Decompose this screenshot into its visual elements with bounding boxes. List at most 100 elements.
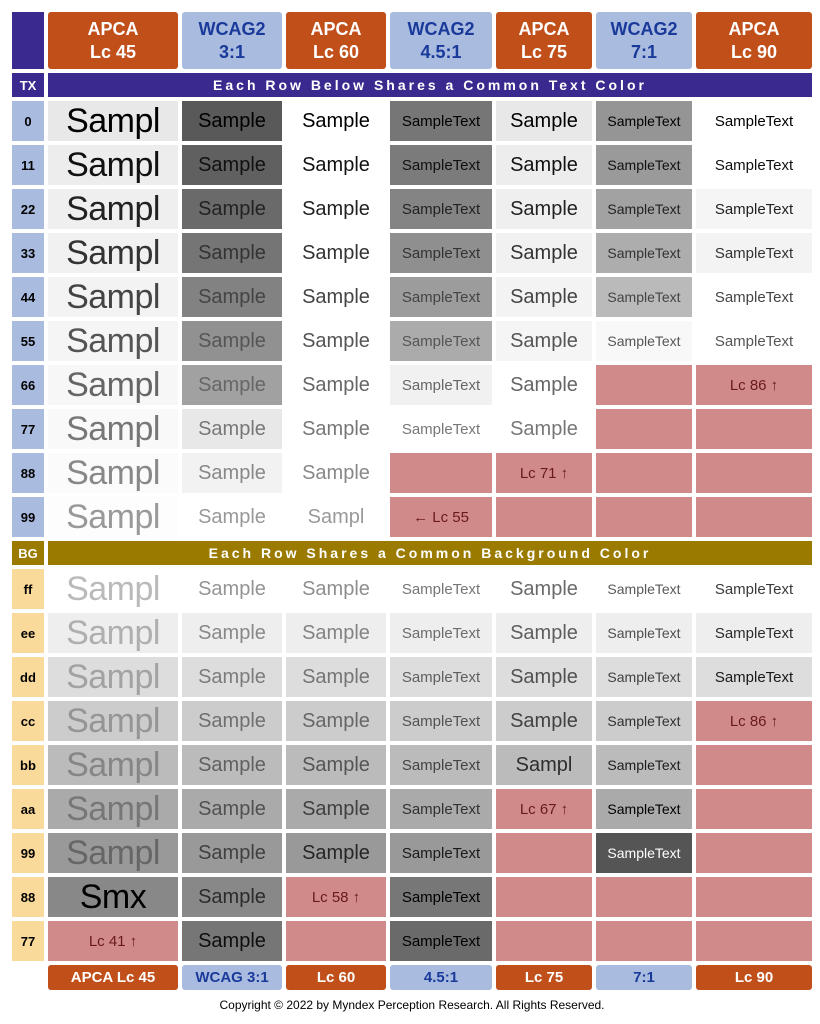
sample-cell: Sample <box>286 365 386 405</box>
col-header-l2: 4.5:1 <box>390 41 492 64</box>
sample-cell: Sampl <box>48 657 178 697</box>
sample-cell: Sample <box>286 189 386 229</box>
fail-cell <box>596 409 692 449</box>
header-corner <box>12 12 44 69</box>
col-header-1: WCAG23:1 <box>182 12 282 69</box>
sample-cell: SampleText <box>390 789 492 829</box>
sample-cell: Sample <box>182 365 282 405</box>
tx-banner-text: Each Row Below Shares a Common Text Colo… <box>48 73 812 97</box>
sample-cell: SampleText <box>390 189 492 229</box>
footer-col-3: 4.5:1 <box>390 965 492 990</box>
sample-cell: SampleText <box>390 657 492 697</box>
sample-cell: Sampl <box>48 833 178 873</box>
col-header-l1: WCAG2 <box>390 18 492 41</box>
col-header-0: APCALc 45 <box>48 12 178 69</box>
sample-cell: Sample <box>496 365 592 405</box>
sample-cell: Sample <box>182 277 282 317</box>
tx-row-label: 77 <box>12 409 44 449</box>
bg-row-label: bb <box>12 745 44 785</box>
sample-cell: Sample <box>182 233 282 273</box>
bg-row-label: 77 <box>12 921 44 961</box>
sample-cell: Sample <box>182 877 282 917</box>
sample-cell: SampleText <box>390 877 492 917</box>
col-header-6: APCALc 90 <box>696 12 812 69</box>
sample-cell: SampleText <box>696 233 812 273</box>
fail-cell <box>696 409 812 449</box>
footer-col-1: WCAG 3:1 <box>182 965 282 990</box>
tx-row-label: 11 <box>12 145 44 185</box>
col-header-l2: Lc 90 <box>696 41 812 64</box>
tx-row-label: 33 <box>12 233 44 273</box>
sample-cell: Sample <box>286 453 386 493</box>
bg-row-label: 88 <box>12 877 44 917</box>
footer-col-0: APCA Lc 45 <box>48 965 178 990</box>
sample-cell: SampleText <box>696 277 812 317</box>
bg-banner-label: BG <box>12 541 44 565</box>
sample-cell: SampleText <box>596 145 692 185</box>
tx-banner-label: TX <box>12 73 44 97</box>
col-header-l2: Lc 60 <box>286 41 386 64</box>
sample-cell: SampleText <box>696 613 812 653</box>
sample-cell: Sampl <box>286 497 386 537</box>
sample-cell: Sampl <box>496 745 592 785</box>
sample-cell: Sample <box>182 613 282 653</box>
fail-cell: Lc 67 ↑ <box>496 789 592 829</box>
tx-row-label: 88 <box>12 453 44 493</box>
sample-cell: SampleText <box>596 789 692 829</box>
sample-cell: SampleText <box>696 569 812 609</box>
sample-cell: SampleText <box>390 701 492 741</box>
sample-cell: Sampl <box>48 613 178 653</box>
copyright: Copyright © 2022 by Myndex Perception Re… <box>12 994 812 1012</box>
sample-cell: SampleText <box>696 657 812 697</box>
sample-cell: Sample <box>286 613 386 653</box>
bg-row-label: ff <box>12 569 44 609</box>
sample-cell: SampleText <box>390 365 492 405</box>
fail-cell <box>390 453 492 493</box>
sample-cell: Sampl <box>48 321 178 361</box>
sample-cell: Sample <box>182 497 282 537</box>
sample-cell: Sample <box>182 789 282 829</box>
sample-cell: Sample <box>182 321 282 361</box>
sample-cell: Sample <box>182 453 282 493</box>
bg-banner: BGEach Row Shares a Common Background Co… <box>12 541 812 565</box>
sample-cell: Sampl <box>48 745 178 785</box>
sample-cell: SampleText <box>596 321 692 361</box>
sample-cell: SampleText <box>696 145 812 185</box>
col-header-4: APCALc 75 <box>496 12 592 69</box>
col-header-l2: 7:1 <box>596 41 692 64</box>
sample-cell: SampleText <box>390 745 492 785</box>
sample-cell: Sample <box>286 409 386 449</box>
sample-cell: SampleText <box>390 613 492 653</box>
fail-cell: Lc 86 ↑ <box>696 365 812 405</box>
sample-cell: Sample <box>496 569 592 609</box>
col-header-3: WCAG24.5:1 <box>390 12 492 69</box>
sample-cell: Sample <box>496 145 592 185</box>
sample-cell: Sample <box>286 233 386 273</box>
fail-cell: Lc 58 ↑ <box>286 877 386 917</box>
fail-cell: Lc 71 ↑ <box>496 453 592 493</box>
sample-cell: Sample <box>286 321 386 361</box>
sample-cell: Sampl <box>48 497 178 537</box>
sample-cell: Sample <box>496 701 592 741</box>
col-header-l1: APCA <box>696 18 812 41</box>
sample-cell: SampleText <box>596 277 692 317</box>
tx-banner: TXEach Row Below Shares a Common Text Co… <box>12 73 812 97</box>
sample-cell: SampleText <box>596 613 692 653</box>
sample-cell: Sample <box>496 277 592 317</box>
sample-cell: Sample <box>496 321 592 361</box>
sample-cell: SampleText <box>696 189 812 229</box>
sample-cell: SampleText <box>596 233 692 273</box>
fail-cell <box>496 833 592 873</box>
footer-col-4: Lc 75 <box>496 965 592 990</box>
fail-cell <box>696 877 812 917</box>
sample-cell: SampleText <box>390 409 492 449</box>
fail-cell <box>496 921 592 961</box>
sample-cell: Sample <box>286 789 386 829</box>
fail-cell: ← Lc 55 <box>390 497 492 537</box>
sample-cell: SampleText <box>596 745 692 785</box>
fail-cell <box>696 745 812 785</box>
sample-cell: Sample <box>286 145 386 185</box>
tx-row-label: 55 <box>12 321 44 361</box>
sample-cell: Sampl <box>48 409 178 449</box>
bg-row-label: cc <box>12 701 44 741</box>
